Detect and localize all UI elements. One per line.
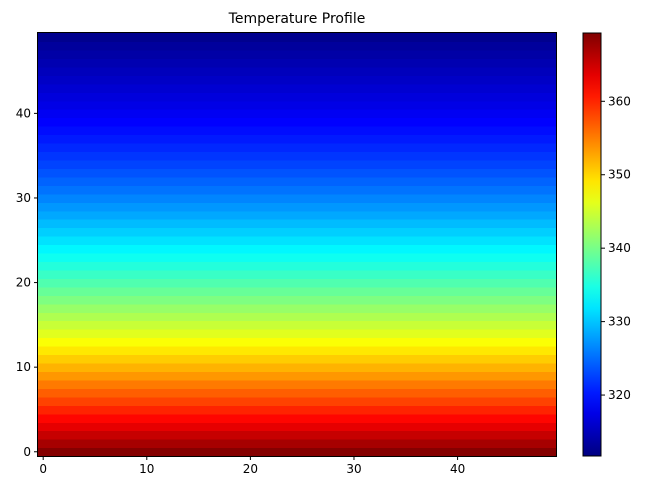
heatmap-row bbox=[38, 66, 556, 76]
y-tick-label: 0 bbox=[23, 445, 31, 459]
heatmap-row bbox=[38, 346, 556, 356]
colorbar: 320 330 340 350 360 bbox=[582, 32, 631, 457]
heatmap-row bbox=[38, 49, 556, 59]
y-tick-label: 20 bbox=[16, 276, 31, 290]
x-tick-label: 20 bbox=[243, 462, 258, 476]
heatmap-row bbox=[38, 422, 556, 432]
heatmap-row bbox=[38, 354, 556, 364]
heatmap-row bbox=[38, 117, 556, 127]
heatmap-row bbox=[38, 362, 556, 372]
x-tick-label: 30 bbox=[346, 462, 361, 476]
colorbar-gradient bbox=[582, 32, 602, 457]
heatmap-row bbox=[38, 286, 556, 296]
heatmap-row bbox=[38, 447, 556, 457]
x-tick-label: 40 bbox=[450, 462, 465, 476]
heatmap-row bbox=[38, 168, 556, 178]
y-tick-label: 40 bbox=[16, 106, 31, 120]
plot-frame bbox=[37, 32, 557, 457]
heatmap-row bbox=[38, 185, 556, 195]
heatmap-row bbox=[38, 261, 556, 271]
heatmap-cells bbox=[38, 33, 556, 457]
heatmap-row bbox=[38, 83, 556, 93]
heatmap-row bbox=[38, 244, 556, 254]
heatmap-row bbox=[38, 193, 556, 203]
heatmap-row bbox=[38, 33, 556, 43]
heatmap-row bbox=[38, 142, 556, 153]
heatmap-row bbox=[38, 278, 556, 288]
x-axis: 0 10 20 30 40 bbox=[39, 456, 465, 476]
colorbar-tick-label: 350 bbox=[608, 168, 631, 182]
heatmap-row bbox=[38, 269, 556, 279]
heatmap-row bbox=[38, 337, 556, 347]
heatmap-row bbox=[38, 439, 556, 449]
heatmap-row bbox=[38, 202, 556, 212]
heatmap-row bbox=[38, 75, 556, 85]
heatmap-row bbox=[38, 252, 556, 263]
y-tick-label: 30 bbox=[16, 191, 31, 205]
heatmap-row bbox=[38, 295, 556, 305]
heatmap-row bbox=[38, 58, 556, 68]
heatmap-row bbox=[38, 92, 556, 102]
heatmap-row bbox=[38, 219, 556, 229]
y-tick-label: 10 bbox=[16, 360, 31, 374]
heatmap-row bbox=[38, 329, 556, 339]
heatmap-row bbox=[38, 236, 556, 246]
heatmap-row bbox=[38, 100, 556, 110]
colorbar-tick-label: 320 bbox=[608, 388, 631, 402]
heatmap-row bbox=[38, 151, 556, 161]
heatmap-row bbox=[38, 379, 556, 389]
heatmap-row bbox=[38, 176, 556, 186]
heatmap-row bbox=[38, 371, 556, 381]
heatmap-row bbox=[38, 413, 556, 423]
heatmap-row bbox=[38, 320, 556, 330]
heatmap-row bbox=[38, 210, 556, 220]
heatmap-row bbox=[38, 312, 556, 322]
heatmap-row bbox=[38, 430, 556, 440]
colorbar-tick-label: 360 bbox=[608, 94, 631, 108]
x-tick-label: 10 bbox=[139, 462, 154, 476]
chart-title: Temperature Profile bbox=[228, 11, 366, 27]
heatmap-row bbox=[38, 41, 556, 51]
heatmap-row bbox=[38, 134, 556, 144]
heatmap-row bbox=[38, 159, 556, 169]
colorbar-tick-label: 340 bbox=[608, 241, 631, 255]
y-axis: 0 10 20 30 40 bbox=[16, 106, 38, 459]
heatmap-row bbox=[38, 388, 556, 398]
heatmap-row bbox=[38, 126, 556, 136]
heatmap-row bbox=[38, 303, 556, 313]
x-tick-label: 0 bbox=[39, 462, 47, 476]
heatmap-row bbox=[38, 109, 556, 119]
heatmap-row bbox=[38, 405, 556, 415]
heatmap-row bbox=[38, 396, 556, 406]
colorbar-tick-label: 330 bbox=[608, 315, 631, 329]
heatmap-row bbox=[38, 227, 556, 237]
